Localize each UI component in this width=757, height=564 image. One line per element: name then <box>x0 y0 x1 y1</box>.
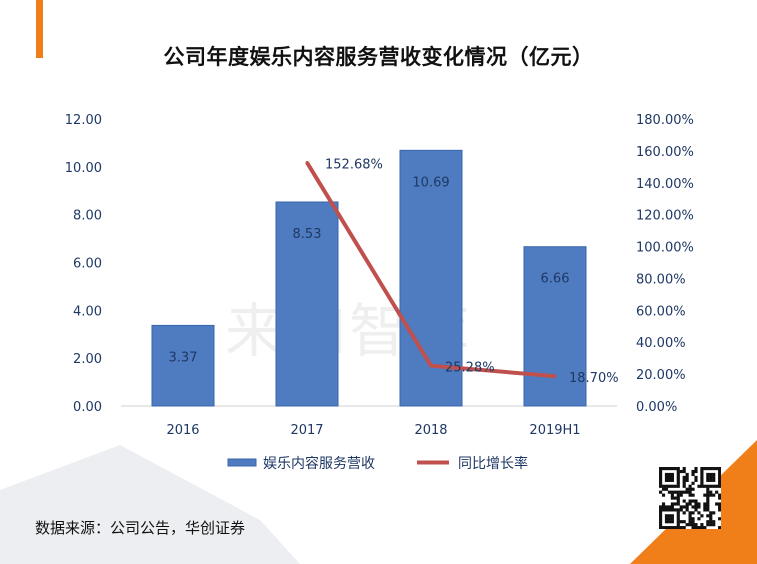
bar-data-label: 10.69 <box>412 175 449 190</box>
y-left-tick-label: 8.00 <box>73 209 102 224</box>
y-right-tick-label: 180.00% <box>636 113 694 128</box>
y-right-tick-label: 20.00% <box>636 368 686 383</box>
chart-title: 公司年度娱乐内容服务营收变化情况（亿元） <box>163 45 594 69</box>
y-right-tick-label: 0.00% <box>636 400 677 415</box>
y-right-tick-label: 100.00% <box>636 241 694 256</box>
line-point <box>553 374 557 378</box>
y-right-tick-label: 160.00% <box>636 145 694 160</box>
y-left-tick-label: 10.00 <box>65 161 102 176</box>
legend-bar-swatch <box>227 458 257 467</box>
bar-data-label: 8.53 <box>293 227 322 242</box>
x-tick-label: 2018 <box>414 423 447 438</box>
y-left-tick-label: 0.00 <box>73 400 102 415</box>
bar <box>151 324 215 407</box>
building-background <box>0 445 300 564</box>
accent-bar <box>36 0 43 58</box>
legend-bar-label: 娱乐内容服务营收 <box>263 455 375 472</box>
y-right-tick-label: 120.00% <box>636 209 694 224</box>
y-right-tick-label: 80.00% <box>636 272 686 287</box>
data-source: 数据来源：公司公告，华创证券 <box>35 519 246 537</box>
x-tick-label: 2017 <box>290 423 323 438</box>
y-left-tick-label: 2.00 <box>73 352 102 367</box>
bar <box>275 201 339 407</box>
y-left-tick-label: 12.00 <box>65 113 102 128</box>
line-data-label: 152.68% <box>325 158 383 173</box>
y-left-tick-label: 6.00 <box>73 257 102 272</box>
y-right-tick-label: 60.00% <box>636 304 686 319</box>
x-tick-label: 2019H1 <box>529 423 580 438</box>
y-right-tick-label: 140.00% <box>636 177 694 192</box>
qr-code <box>659 467 722 530</box>
bar <box>523 246 587 407</box>
plot-area: 0.00 2.00 4.00 6.00 8.00 10.00 12.00 0.00% 20.00… <box>65 113 694 472</box>
line-data-label: 25.28% <box>445 361 495 376</box>
line-point <box>305 161 309 165</box>
bar-data-label: 6.66 <box>541 272 570 287</box>
line-point <box>429 364 433 368</box>
y-left-tick-label: 4.00 <box>73 304 102 319</box>
line-data-label: 18.70% <box>569 371 619 386</box>
bar-data-label: 3.37 <box>169 350 198 365</box>
y-right-tick-label: 40.00% <box>636 336 686 351</box>
x-tick-label: 2016 <box>166 423 199 438</box>
legend-line-label: 同比增长率 <box>458 455 528 472</box>
qr-code-image <box>659 467 722 530</box>
